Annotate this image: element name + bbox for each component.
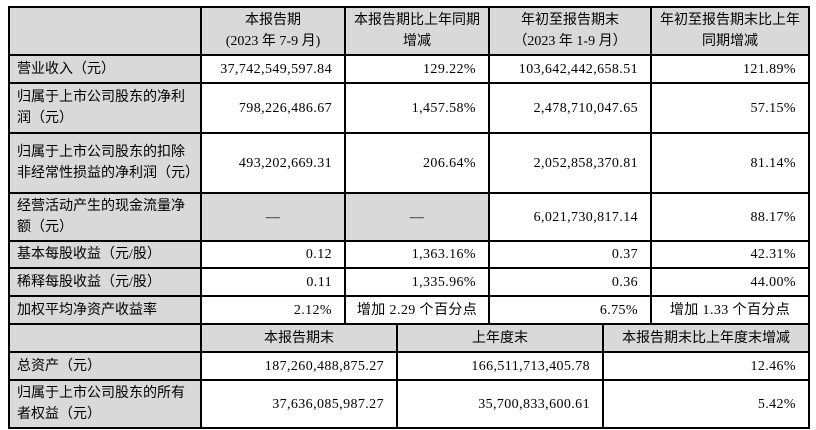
row-label: 稀释每股收益（元/股） <box>8 267 202 297</box>
row-diluted-eps: 稀释每股收益（元/股） 0.11 1,335.96% 0.36 44.00% <box>8 267 810 297</box>
row-total-assets: 总资产（元） 187,260,488,875.27 166,511,713,40… <box>8 351 810 381</box>
row-label: 总资产（元） <box>8 351 202 381</box>
row-basic-eps: 基本每股收益（元/股） 0.12 1,363.16% 0.37 42.31% <box>8 240 810 269</box>
cell-value: 493,202,669.31 <box>200 132 346 194</box>
cell-value: 1,335.96% <box>344 267 490 297</box>
cell-value: 44.00% <box>650 267 810 297</box>
cell-value: 1,363.16% <box>344 240 490 269</box>
cell-value: 103,642,442,658.51 <box>488 54 652 84</box>
row-net-profit-excl-non-recurring: 归属于上市公司股东的扣除非经常性损益的净利润（元） 493,202,669.31… <box>8 132 810 194</box>
cell-value: 88.17% <box>650 192 810 242</box>
cell-value: 12.46% <box>602 351 810 381</box>
cell-value: 121.89% <box>650 54 810 84</box>
cell-value: 37,636,085,987.27 <box>200 379 398 429</box>
cell-value: 206.64% <box>344 132 490 194</box>
cell-value: 0.36 <box>488 267 652 297</box>
cell-value: 5.42% <box>602 379 810 429</box>
cell-value: 187,260,488,875.27 <box>200 351 398 381</box>
cell-value: 42.31% <box>650 240 810 269</box>
cell-value: 0.12 <box>200 240 346 269</box>
row-label: 经营活动产生的现金流量净额（元） <box>8 192 202 242</box>
col-header-prev-year-end: 上年度末 <box>396 323 604 353</box>
col-header-current-period-end: 本报告期末 <box>200 323 398 353</box>
row-label: 加权平均净资产收益率 <box>8 295 202 325</box>
cell-value: 2,478,710,047.65 <box>488 82 652 134</box>
header-row-period-end: 本报告期末 上年度末 本报告期末比上年度末增减 <box>8 323 810 353</box>
cell-value: 0.37 <box>488 240 652 269</box>
cell-value-na: — <box>344 192 490 242</box>
row-weighted-avg-roe: 加权平均净资产收益率 2.12% 增加 2.29 个百分点 6.75% 增加 1… <box>8 295 810 325</box>
row-label: 基本每股收益（元/股） <box>8 240 202 269</box>
corner-blank-cell <box>8 6 202 56</box>
row-label: 归属于上市公司股东的扣除非经常性损益的净利润（元） <box>8 132 202 194</box>
col-header-ytd-yoy-change: 年初至报告期末比上年同期增减 <box>650 6 810 56</box>
row-shareholders-equity: 归属于上市公司股东的所有者权益（元） 37,636,085,987.27 35,… <box>8 379 810 429</box>
period-end-table: 本报告期末 上年度末 本报告期末比上年度末增减 总资产（元） 187,260,4… <box>8 323 810 429</box>
col-header-period-end-change: 本报告期末比上年度末增减 <box>602 323 810 353</box>
row-operating-cash-flow: 经营活动产生的现金流量净额（元） — — 6,021,730,817.14 88… <box>8 192 810 242</box>
cell-value: 37,742,549,597.84 <box>200 54 346 84</box>
quarterly-results-table: 本报告期 (2023 年 7-9 月) 本报告期比上年同期增减 年初至报告期末 … <box>8 6 810 325</box>
cell-value: 2.12% <box>200 295 346 325</box>
cell-value: 57.15% <box>650 82 810 134</box>
row-label: 归属于上市公司股东的净利润（元） <box>8 82 202 134</box>
col-header-period-yoy-change: 本报告期比上年同期增减 <box>344 6 490 56</box>
corner-blank-cell <box>8 323 202 353</box>
cell-value: 81.14% <box>650 132 810 194</box>
cell-value: 增加 2.29 个百分点 <box>344 295 490 325</box>
row-label: 归属于上市公司股东的所有者权益（元） <box>8 379 202 429</box>
cell-value: 增加 1.33 个百分点 <box>650 295 810 325</box>
row-operating-revenue: 营业收入（元） 37,742,549,597.84 129.22% 103,64… <box>8 54 810 84</box>
cell-value: 2,052,858,370.81 <box>488 132 652 194</box>
cell-value: 6.75% <box>488 295 652 325</box>
header-row-periods: 本报告期 (2023 年 7-9 月) 本报告期比上年同期增减 年初至报告期末 … <box>8 6 810 56</box>
cell-value: 35,700,833,600.61 <box>396 379 604 429</box>
col-header-current-period: 本报告期 (2023 年 7-9 月) <box>200 6 346 56</box>
cell-value: 166,511,713,405.78 <box>396 351 604 381</box>
row-net-profit: 归属于上市公司股东的净利润（元） 798,226,486.67 1,457.58… <box>8 82 810 134</box>
cell-value: 0.11 <box>200 267 346 297</box>
col-header-ytd-period: 年初至报告期末 （2023 年 1-9 月） <box>488 6 652 56</box>
cell-value-na: — <box>200 192 346 242</box>
cell-value: 798,226,486.67 <box>200 82 346 134</box>
row-label: 营业收入（元） <box>8 54 202 84</box>
cell-value: 6,021,730,817.14 <box>488 192 652 242</box>
cell-value: 129.22% <box>344 54 490 84</box>
cell-value: 1,457.58% <box>344 82 490 134</box>
